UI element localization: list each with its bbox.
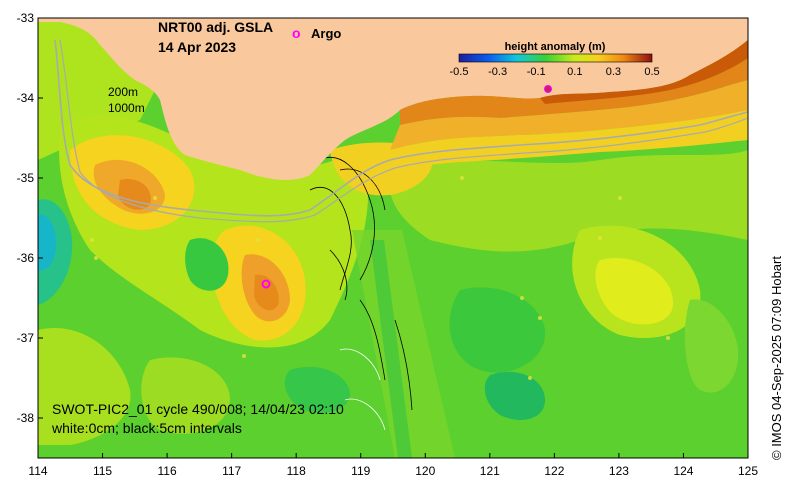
colorbar-tick-label: 0.5 (644, 66, 659, 78)
argo-legend-marker: o (292, 25, 301, 41)
depth-label-1000m: 1000m (108, 101, 145, 115)
x-tick-label: 125 (738, 464, 758, 478)
map-title: NRT00 adj. GSLA (158, 19, 273, 35)
colorbar-tick-label: -0.1 (527, 66, 546, 78)
anomaly-region (38, 328, 131, 445)
y-tick-label: -36 (17, 251, 35, 265)
argo-float[interactable] (261, 279, 271, 289)
x-tick-label: 124 (673, 464, 693, 478)
coastal-warm-band (390, 80, 748, 150)
anomaly-low (284, 366, 350, 413)
colorbar: height anomaly (m) -0.5 -0.3 -0.1 0.1 0.3 0.5 (450, 41, 660, 78)
x-tick-label: 123 (609, 464, 629, 478)
argo-float[interactable] (544, 85, 552, 93)
y-tick-label: -38 (17, 411, 35, 425)
x-tick-label: 122 (544, 464, 564, 478)
y-tick-label: -37 (17, 331, 35, 345)
map-field (38, 18, 748, 458)
coastal-high-band (400, 40, 748, 125)
y-tick-label: -35 (17, 171, 35, 185)
x-tick-label: 116 (158, 464, 177, 478)
y-axis-ticks: -33 -34 -35 -36 -37 -38 (17, 11, 43, 425)
isobath-1000m (59, 39, 748, 223)
swot-swath-inner (370, 240, 412, 458)
plot-frame (37, 17, 749, 459)
anomaly-low (449, 287, 546, 373)
x-tick-label: 114 (28, 464, 47, 478)
anomaly-high (254, 274, 279, 311)
anomaly-region (389, 150, 748, 252)
colorbar-ticks: -0.5 -0.3 -0.1 0.1 0.3 0.5 (450, 66, 660, 78)
anomaly-low (484, 371, 545, 420)
coastal-high-core (540, 40, 748, 104)
colorbar-tick-label: 0.3 (606, 66, 621, 78)
anomaly-region (141, 357, 230, 434)
map-date: 14 Apr 2023 (158, 39, 236, 55)
x-tick-label: 120 (415, 464, 435, 478)
colorbar-title: height anomaly (m) (505, 41, 606, 53)
colorbar-gradient (458, 53, 653, 63)
swot-contours-black (309, 157, 413, 411)
x-tick-label: 115 (93, 464, 112, 478)
y-tick-label: -34 (17, 91, 35, 105)
x-tick-label: 118 (287, 464, 306, 478)
colorbar-tick-label: -0.3 (488, 66, 507, 78)
swot-info: SWOT-PIC2_01 cycle 490/008; 14/04/23 02:… (52, 401, 344, 417)
anomaly-region (684, 299, 739, 393)
colorbar-tick-label: -0.5 (450, 66, 469, 78)
x-tick-label: 117 (222, 464, 241, 478)
depth-label-200m: 200m (108, 85, 138, 99)
y-tick-label: -33 (17, 11, 35, 25)
swot-contours-white (339, 348, 386, 431)
isobath-200m (54, 39, 748, 217)
imos-credit: © IMOS 04-Sep-2025 07:09 Hobart (769, 256, 784, 460)
x-tick-label: 121 (480, 464, 500, 478)
x-tick-label: 119 (351, 464, 370, 478)
contour-legend: white:0cm; black:5cm intervals (51, 420, 242, 436)
x-axis-ticks: 114 115 116 117 118 119 120 121 122 123 124 125 (28, 453, 758, 478)
anomaly-low (185, 238, 229, 291)
argo-legend-label: Argo (311, 26, 341, 41)
colorbar-tick-label: 0.1 (567, 66, 582, 78)
anomaly-region (595, 258, 674, 325)
track-markers (90, 176, 670, 380)
anomaly-low (38, 214, 57, 271)
